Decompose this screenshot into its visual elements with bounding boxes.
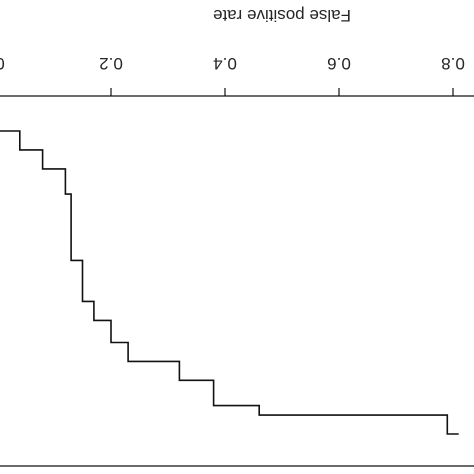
- x-tick-label: 0.8: [441, 54, 465, 73]
- x-tick-label: 0.6: [327, 54, 351, 73]
- x-axis-group: 0 0.2 0.4 0.6 0.8 False positive rate: [0, 6, 474, 97]
- series-group: [0, 130, 459, 435]
- series-0-line: [0, 130, 459, 435]
- x-axis-title: False positive rate: [213, 6, 351, 25]
- x-tick-label: 0.4: [213, 54, 237, 73]
- x-tick-label: 0: [0, 54, 5, 73]
- x-tick-label: 0.2: [99, 54, 123, 73]
